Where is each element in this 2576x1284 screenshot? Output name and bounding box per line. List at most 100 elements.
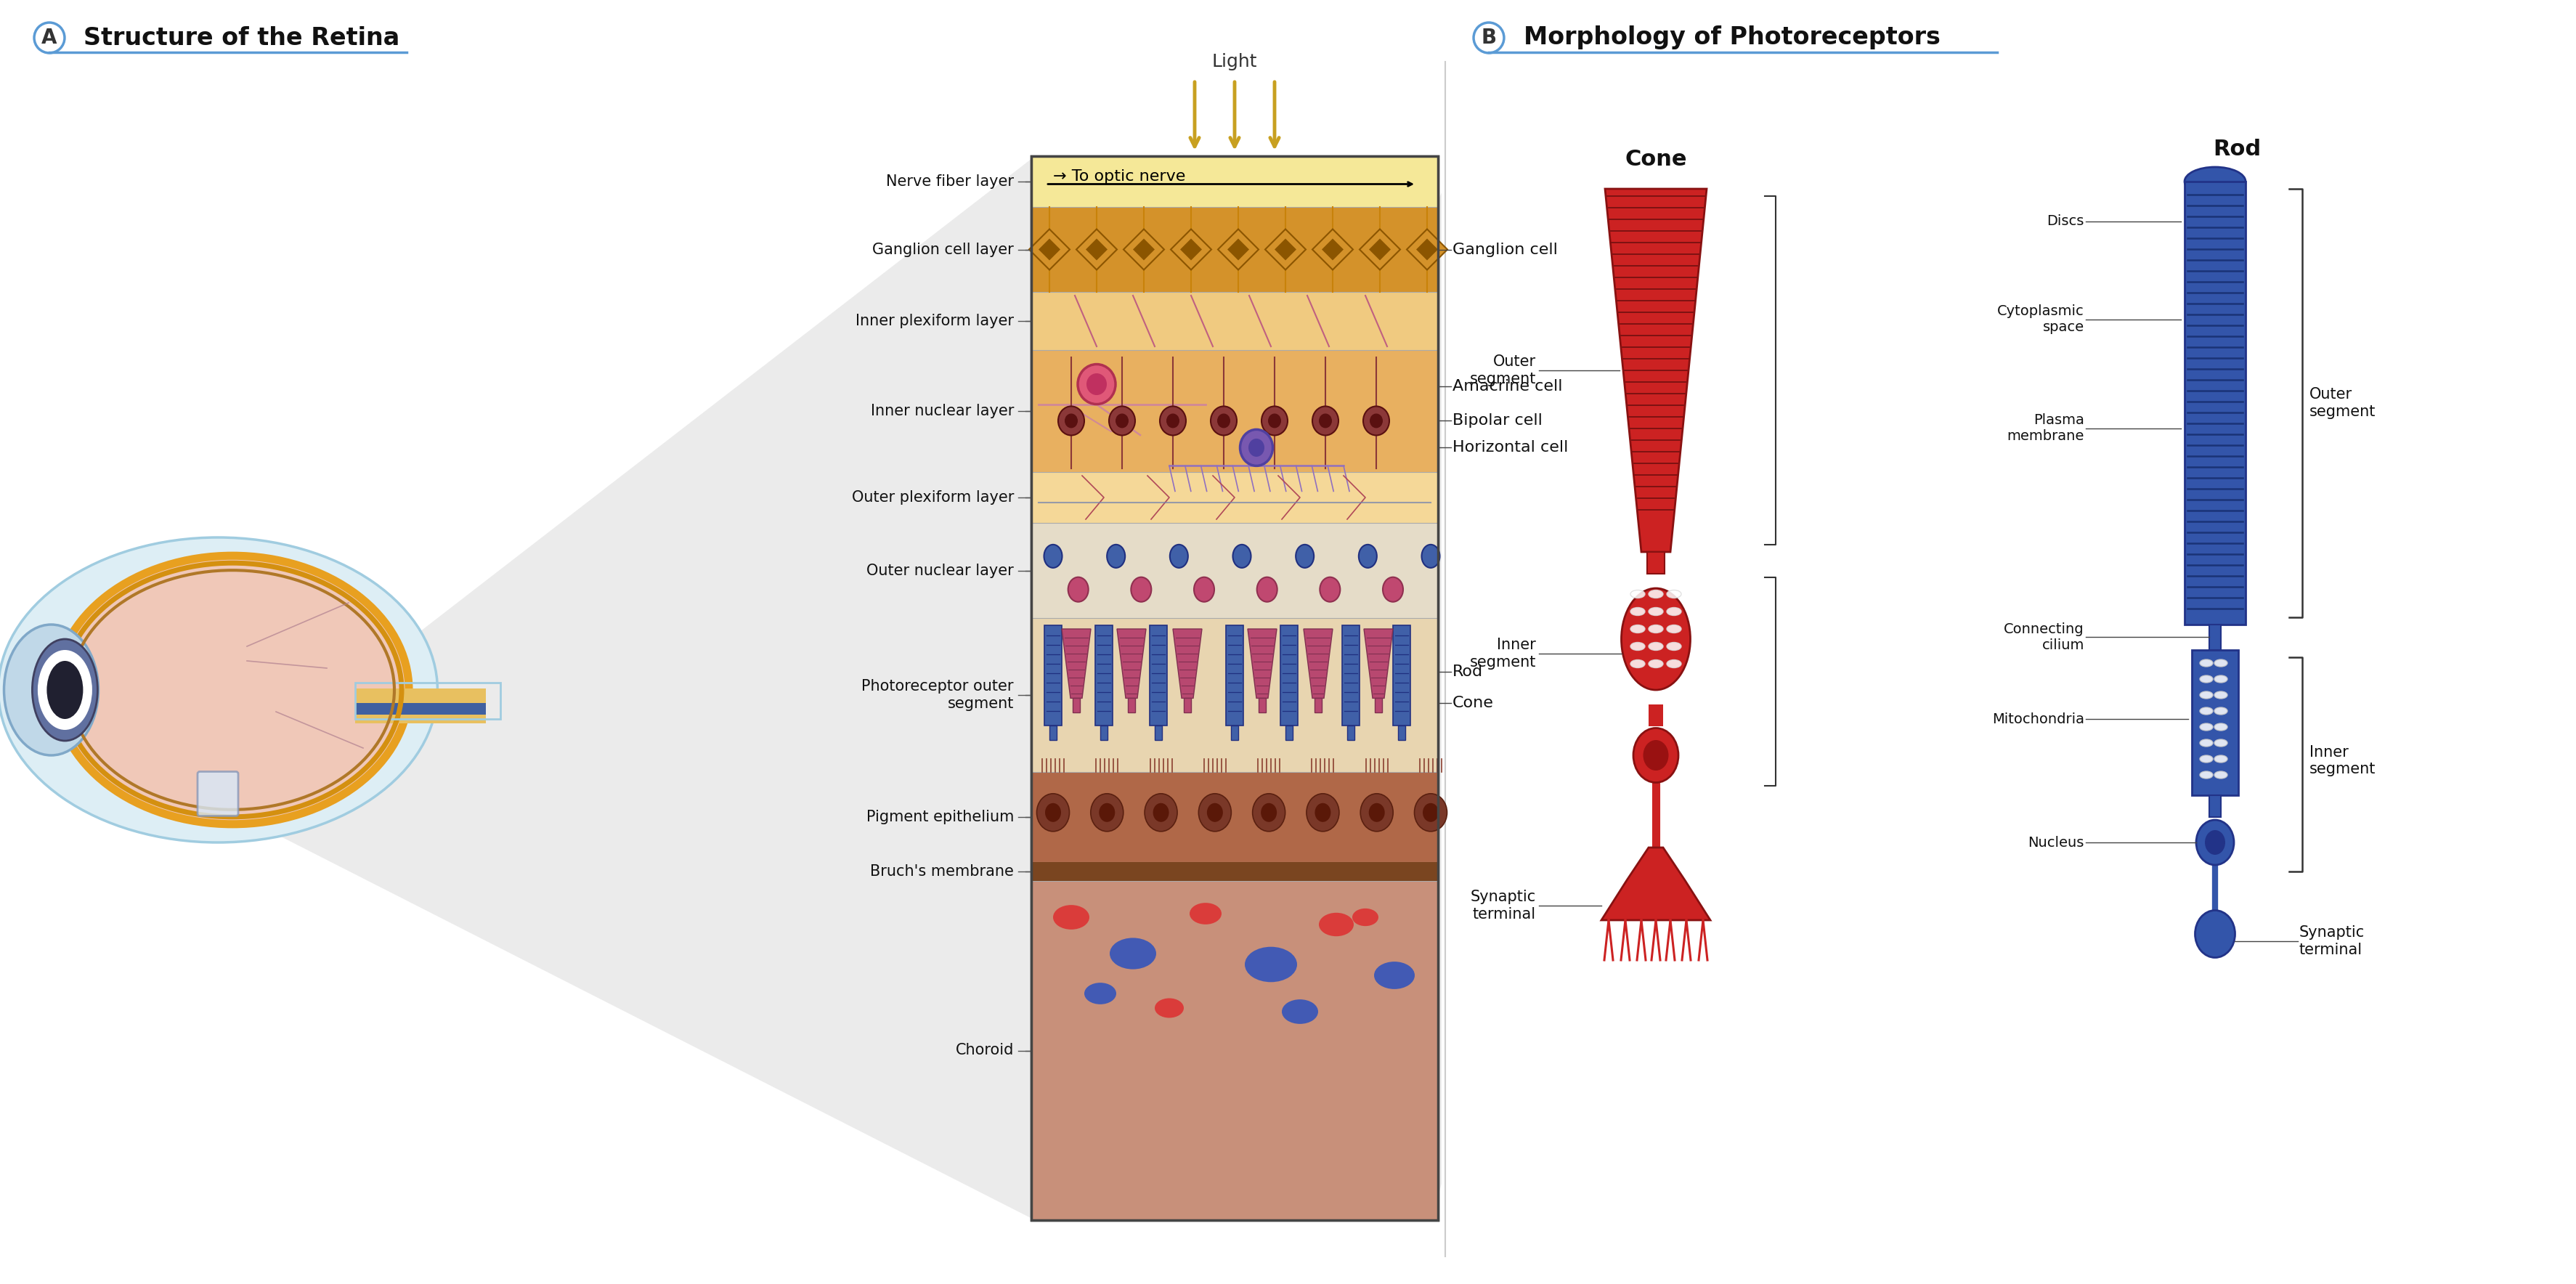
Bar: [1260, 698, 1265, 713]
Ellipse shape: [1667, 591, 1682, 598]
Polygon shape: [1170, 229, 1211, 270]
Text: Mitochondria: Mitochondria: [1991, 713, 2084, 725]
Ellipse shape: [1252, 794, 1285, 832]
Ellipse shape: [1363, 406, 1388, 435]
Text: Photoreceptor outer
segment: Photoreceptor outer segment: [863, 679, 1015, 711]
Text: Rod: Rod: [2213, 139, 2262, 159]
Ellipse shape: [1370, 413, 1383, 428]
Ellipse shape: [1649, 660, 1664, 668]
Bar: [1342, 625, 1360, 725]
Bar: [1030, 157, 1437, 1220]
Ellipse shape: [1649, 625, 1664, 633]
Ellipse shape: [1170, 544, 1188, 568]
Ellipse shape: [2184, 167, 2246, 196]
Polygon shape: [1180, 239, 1203, 261]
Ellipse shape: [1208, 802, 1224, 822]
Bar: [1030, 772, 1437, 862]
Ellipse shape: [1319, 413, 1332, 428]
Polygon shape: [1038, 239, 1061, 261]
Ellipse shape: [1131, 577, 1151, 602]
Ellipse shape: [1046, 802, 1061, 822]
Ellipse shape: [1649, 591, 1664, 598]
Polygon shape: [1605, 189, 1708, 552]
Ellipse shape: [1360, 794, 1394, 832]
Text: Bruch's membrane: Bruch's membrane: [871, 864, 1015, 878]
Text: B: B: [1481, 27, 1497, 48]
Bar: [1030, 523, 1437, 618]
Ellipse shape: [1110, 937, 1157, 969]
Ellipse shape: [1211, 406, 1236, 435]
Ellipse shape: [1108, 544, 1126, 568]
Text: Ganglion cell: Ganglion cell: [1453, 243, 1558, 257]
Ellipse shape: [2215, 772, 2228, 778]
Text: Pigment epithelium: Pigment epithelium: [866, 810, 1015, 824]
Ellipse shape: [1283, 999, 1319, 1023]
Polygon shape: [1028, 229, 1069, 270]
Bar: [1149, 625, 1167, 725]
Polygon shape: [1226, 239, 1249, 261]
Ellipse shape: [1260, 802, 1278, 822]
Polygon shape: [1602, 847, 1710, 921]
Bar: [1043, 625, 1061, 725]
Ellipse shape: [1249, 439, 1265, 457]
Polygon shape: [1417, 239, 1437, 261]
Text: Inner plexiform layer: Inner plexiform layer: [855, 313, 1015, 329]
Text: Cytoplasmic
space: Cytoplasmic space: [1996, 304, 2084, 334]
Text: Plasma
membrane: Plasma membrane: [2007, 413, 2084, 443]
Ellipse shape: [1631, 625, 1646, 633]
Bar: [1030, 351, 1437, 473]
Bar: [2210, 624, 2221, 650]
Ellipse shape: [2205, 829, 2226, 855]
Ellipse shape: [2200, 707, 2213, 715]
Ellipse shape: [1257, 577, 1278, 602]
Ellipse shape: [1422, 802, 1440, 822]
Polygon shape: [1406, 229, 1448, 270]
Ellipse shape: [2215, 740, 2228, 746]
Ellipse shape: [1667, 625, 1682, 633]
Polygon shape: [201, 157, 1036, 1220]
Bar: [1030, 207, 1437, 291]
Ellipse shape: [1059, 406, 1084, 435]
Text: Rod: Rod: [1453, 665, 1484, 679]
Text: Cone: Cone: [1453, 696, 1494, 710]
Polygon shape: [1172, 629, 1203, 698]
Text: Amacrine cell: Amacrine cell: [1453, 379, 1564, 394]
Ellipse shape: [1036, 794, 1069, 832]
Ellipse shape: [1198, 794, 1231, 832]
Ellipse shape: [1319, 577, 1340, 602]
Ellipse shape: [2195, 910, 2236, 958]
Ellipse shape: [1069, 577, 1090, 602]
Bar: [1100, 725, 1108, 740]
Ellipse shape: [1631, 607, 1646, 615]
Ellipse shape: [1234, 544, 1252, 568]
Bar: [1347, 725, 1355, 740]
Bar: [1030, 157, 1437, 207]
Ellipse shape: [1667, 660, 1682, 668]
Ellipse shape: [1414, 794, 1448, 832]
Text: Discs: Discs: [2048, 214, 2084, 229]
Ellipse shape: [2200, 740, 2213, 746]
Ellipse shape: [1115, 413, 1128, 428]
Ellipse shape: [0, 538, 438, 842]
Bar: [1376, 698, 1383, 713]
Bar: [2192, 650, 2239, 795]
Text: Bipolar cell: Bipolar cell: [1453, 413, 1543, 428]
Bar: [355, 688, 487, 704]
Text: Inner nuclear layer: Inner nuclear layer: [871, 403, 1015, 419]
Ellipse shape: [1306, 794, 1340, 832]
Ellipse shape: [2215, 691, 2228, 698]
Ellipse shape: [1649, 607, 1664, 615]
Bar: [355, 715, 487, 723]
Ellipse shape: [2215, 675, 2228, 683]
Ellipse shape: [1311, 406, 1340, 435]
Text: Connecting
cilium: Connecting cilium: [2004, 621, 2084, 652]
Bar: [1394, 625, 1412, 725]
Ellipse shape: [1633, 728, 1680, 782]
Ellipse shape: [2200, 755, 2213, 763]
Ellipse shape: [1319, 913, 1355, 936]
Ellipse shape: [1422, 544, 1440, 568]
Bar: [1030, 157, 1437, 1220]
Text: Morphology of Photoreceptors: Morphology of Photoreceptors: [1522, 26, 1940, 50]
Text: Inner
segment: Inner segment: [2311, 745, 2375, 777]
Ellipse shape: [5, 624, 98, 755]
